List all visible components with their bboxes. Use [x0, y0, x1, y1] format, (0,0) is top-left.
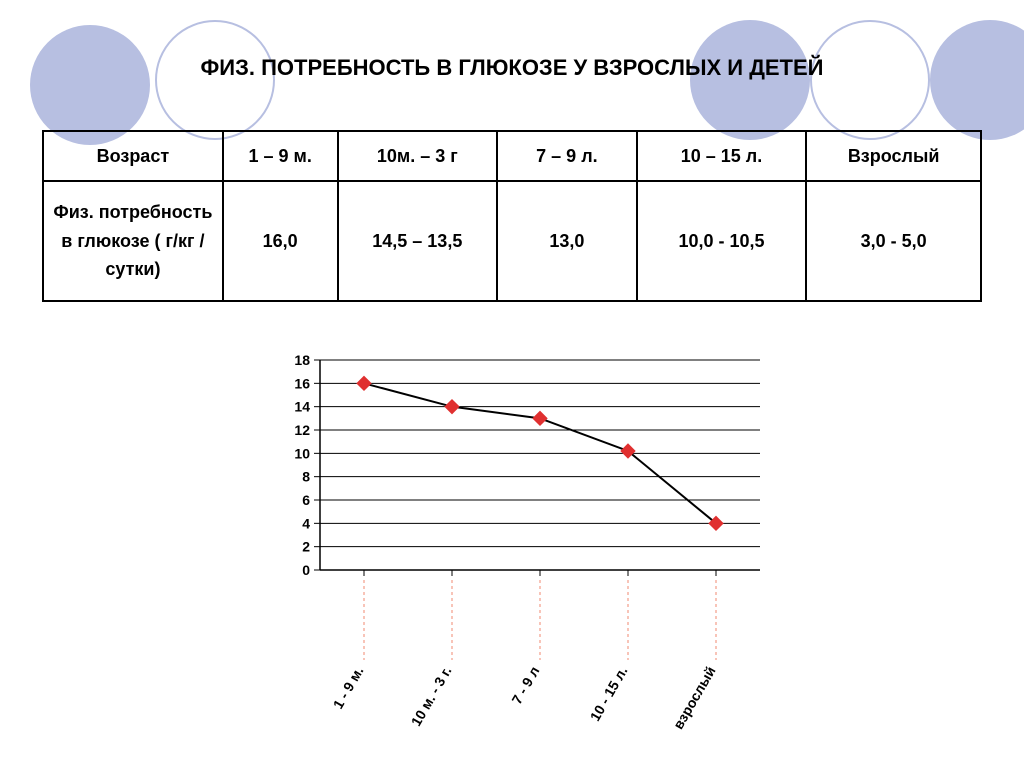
decor-circle-0 [30, 25, 150, 145]
glucose-table: Возраст 1 – 9 м. 10м. – 3 г 7 – 9 л. 10 … [42, 130, 982, 302]
svg-text:7 - 9 л: 7 - 9 л [508, 664, 542, 707]
table-cell: 14,5 – 13,5 [338, 181, 498, 301]
svg-text:4: 4 [302, 515, 310, 531]
table-cell: 16,0 [223, 181, 338, 301]
table-header-cell: 1 – 9 м. [223, 131, 338, 181]
svg-text:взрослый: взрослый [670, 664, 719, 732]
table-header-cell: 7 – 9 л. [497, 131, 637, 181]
svg-text:10: 10 [294, 445, 310, 461]
svg-text:1 - 9 м.: 1 - 9 м. [330, 664, 367, 712]
table-data-row: Физ. потребность в глюкозе ( г/кг /сутки… [43, 181, 981, 301]
table-cell: 3,0 - 5,0 [806, 181, 981, 301]
glucose-chart: 0 2 4 6 8 10 12 14 16 18 1 - 9 м. 10 м. - 3 г. 7 - 9… [245, 350, 785, 740]
table-cell: 13,0 [497, 181, 637, 301]
table-row-label: Физ. потребность в глюкозе ( г/кг /сутки… [43, 181, 223, 301]
table-header-cell: 10м. – 3 г [338, 131, 498, 181]
table-header-row: Возраст 1 – 9 м. 10м. – 3 г 7 – 9 л. 10 … [43, 131, 981, 181]
svg-text:14: 14 [294, 399, 310, 415]
svg-text:8: 8 [302, 469, 310, 485]
svg-text:10 - 15 л.: 10 - 15 л. [587, 664, 631, 724]
table-header-cell: Взрослый [806, 131, 981, 181]
svg-text:12: 12 [294, 422, 310, 438]
svg-text:18: 18 [294, 352, 310, 368]
svg-text:16: 16 [294, 375, 310, 391]
page-title: ФИЗ. ПОТРЕБНОСТЬ В ГЛЮКОЗЕ У ВЗРОСЛЫХ И … [0, 55, 1024, 81]
svg-text:2: 2 [302, 539, 310, 555]
table-cell: 10,0 - 10,5 [637, 181, 807, 301]
svg-text:0: 0 [302, 562, 310, 578]
svg-text:6: 6 [302, 492, 310, 508]
svg-text:10 м. - 3 г.: 10 м. - 3 г. [408, 664, 455, 729]
table-header-cell: 10 – 15 л. [637, 131, 807, 181]
table-header-cell: Возраст [43, 131, 223, 181]
